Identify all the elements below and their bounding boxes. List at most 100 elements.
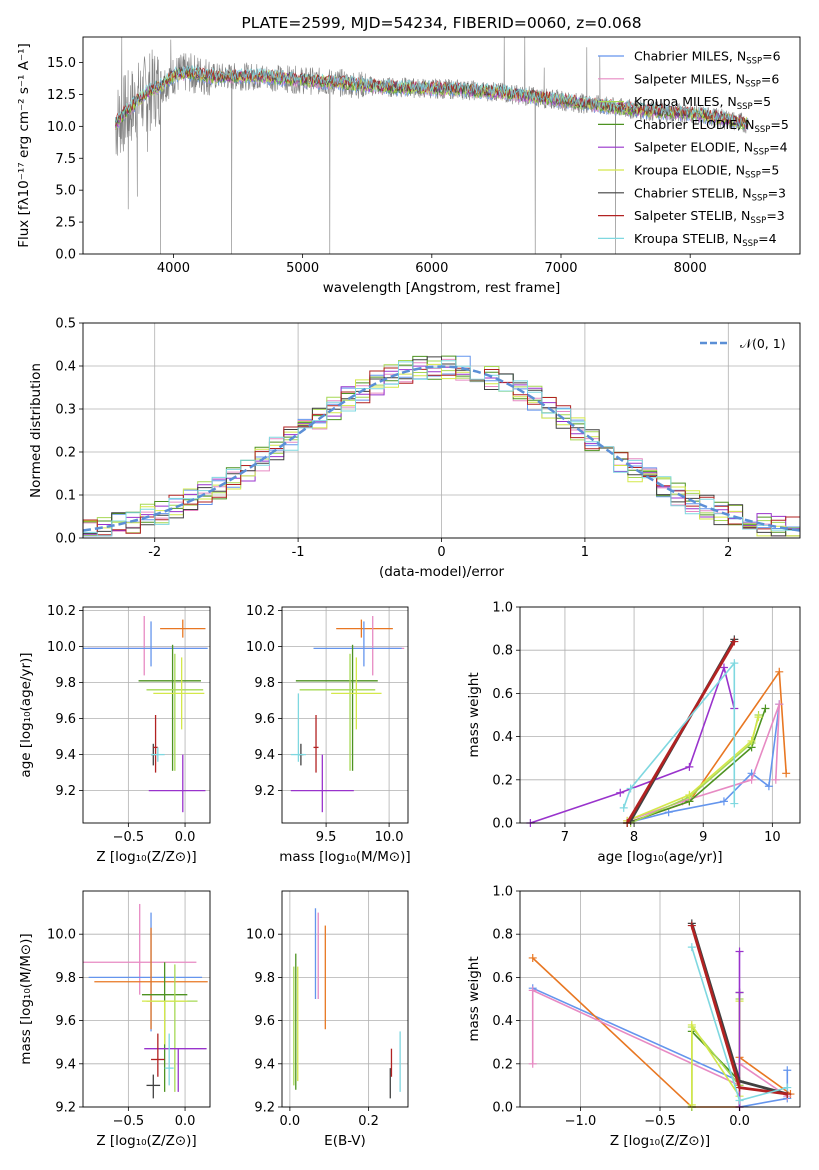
spectrum-panel: 4000 5000 6000 7000 8000 0.0 2.5 5.0 7.5 10.0 12.5…: [16, 14, 801, 296]
errorbar-point: [138, 644, 201, 771]
series-marker: [687, 943, 696, 952]
errorbar-point: [290, 754, 354, 813]
mass-weight-vs-Z-panel: −1.0 −0.5 0.0 0.0 0.2 0.4 0.6 0.8 1.0 Z [log₁₀(Z/…: [466, 885, 801, 1149]
series-marker: [719, 797, 728, 806]
y-tick-label: 10.2: [47, 604, 76, 619]
age-vs-Z-axes: −0.5 0.0 9.2 9.4 9.6 9.8 10.0 10.2 Z [log₁₀(Z/Z⊙…: [18, 604, 211, 865]
y-tick-label: 0.4: [55, 360, 76, 375]
x-axis-label: wavelength [Angstrom, rest frame]: [323, 280, 561, 296]
errorbar-point: [146, 653, 204, 771]
y-tick-label: 9.4: [254, 748, 275, 763]
errorbar-point: [148, 754, 206, 813]
series-marker: [616, 788, 625, 797]
age-vs-mass-axes: 9.5 10.0 9.2 9.4 9.6 9.8 10.0 10.2 mass [log₁₀(M…: [246, 604, 411, 865]
series-marker: [735, 1083, 744, 1092]
x-axis-label: E(B-V): [324, 1133, 366, 1149]
y-tick-label: 9.8: [55, 971, 76, 986]
series-marker: [764, 782, 773, 791]
x-tick-label: 5000: [286, 261, 319, 276]
series-marker: [735, 947, 744, 956]
series-marker: [747, 736, 756, 745]
y-tick-label: 9.4: [55, 1057, 76, 1072]
y-tick-label: 9.2: [254, 784, 275, 799]
series-marker: [687, 921, 696, 930]
x-tick-label: 9.5: [316, 830, 337, 845]
age-vs-Z-panel: −0.5 0.0 9.2 9.4 9.6 9.8 10.0 10.2 Z [log₁₀(Z/Z⊙…: [18, 604, 211, 865]
y-tick-label: 0.4: [492, 730, 513, 745]
x-tick-label: −1.0: [565, 1114, 597, 1129]
age-vs-mass-panel: 9.5 10.0 9.2 9.4 9.6 9.8 10.0 10.2 mass [log₁₀(M…: [246, 604, 411, 865]
y-tick-label: 7.5: [55, 152, 76, 167]
series-path: [626, 669, 787, 824]
errorbar-point: [87, 616, 207, 676]
x-axis-label: age [log₁₀(age/yr)]: [597, 849, 722, 865]
age-vs-Z-grid: [83, 607, 210, 823]
x-axis-label: (data-model)/error: [379, 564, 505, 580]
series-line: [623, 667, 791, 827]
mass-vs-Z-axes: −0.5 0.0 9.2 9.4 9.6 9.8 10.0 Z [log₁₀(Z/Z⊙)] ma…: [18, 890, 211, 1149]
x-tick-label: 10: [764, 830, 781, 845]
mass-vs-EBV-grid: [282, 891, 408, 1108]
series-marker: [775, 700, 784, 709]
legend-label: Kroupa ELODIE, NSSP=5: [634, 163, 779, 181]
series-line: [687, 997, 744, 1109]
y-tick-label: 0.6: [492, 971, 513, 986]
age-vs-mass-grid: [282, 607, 408, 823]
errorbar-point: [313, 715, 319, 773]
series-line: [623, 704, 770, 827]
series-path: [626, 704, 781, 824]
y-axis-label: mass weight: [466, 672, 482, 757]
series-marker: [735, 988, 744, 997]
x-tick-label: 4000: [157, 261, 190, 276]
x-tick-label: -2: [148, 545, 161, 560]
series-marker: [528, 1059, 537, 1068]
plot-frame: [281, 890, 409, 1108]
y-tick-label: 9.2: [254, 1101, 275, 1116]
mass-weight-vs-Z-grid: [520, 890, 800, 1108]
legend-label: Chabrier MILES, NSSP=6: [634, 49, 781, 67]
model-fit-line: [115, 66, 749, 128]
age-vs-mass-marks: [290, 616, 405, 813]
series-path: [625, 640, 736, 824]
legend-label: Salpeter ELODIE, NSSP=4: [634, 140, 788, 158]
legend-label: Chabrier ELODIE, NSSP=5: [634, 117, 789, 135]
x-tick-label: −0.5: [113, 830, 145, 845]
chart-title: PLATE=2599, MJD=54234, FIBERID=0060, z=0…: [241, 14, 641, 32]
errorbar-point: [299, 653, 376, 771]
mass-weight-vs-Z-axes: −1.0 −0.5 0.0 0.0 0.2 0.4 0.6 0.8 1.0 Z [log₁₀(Z/…: [466, 885, 801, 1149]
x-tick-label: 0.0: [175, 1114, 196, 1129]
errorbar-point: [146, 964, 198, 1092]
y-tick-label: 0.6: [492, 687, 513, 702]
errorbar-point: [295, 644, 378, 771]
y-tick-label: 0.0: [492, 817, 513, 832]
y-tick-label: 10.0: [47, 120, 76, 135]
series-path: [626, 708, 767, 824]
y-tick-label: 10.2: [246, 604, 275, 619]
series-marker: [735, 1096, 744, 1105]
legend-label: Chabrier STELIB, NSSP=3: [634, 185, 786, 203]
y-tick-label: 0.4: [492, 1014, 513, 1029]
y-tick-label: 0.0: [492, 1101, 513, 1116]
legend-label: Kroupa STELIB, NSSP=4: [634, 231, 777, 249]
x-tick-label: 0.0: [729, 1114, 750, 1129]
x-tick-label: 8: [630, 830, 638, 845]
series-marker: [685, 762, 694, 771]
y-tick-label: 0.1: [55, 489, 76, 504]
y-tick-label: 2.5: [55, 216, 76, 231]
series-marker: [730, 659, 739, 668]
y-tick-label: 9.6: [55, 712, 76, 727]
model-fit-line: [114, 65, 749, 127]
y-tick-label: 9.6: [55, 1014, 76, 1029]
errorbar-point: [144, 1048, 207, 1092]
x-axis-label: Z [log₁₀(Z/Z⊙)]: [610, 1133, 710, 1149]
series-marker: [747, 775, 756, 784]
series-line: [619, 659, 739, 812]
mass-vs-EBV-panel: 0.0 0.2 9.2 9.4 9.6 9.8 10.0 E(B-V): [246, 890, 409, 1149]
series-marker: [685, 790, 694, 799]
mass-vs-Z-panel: −0.5 0.0 9.2 9.4 9.6 9.8 10.0 Z [log₁₀(Z/Z⊙)] ma…: [18, 890, 211, 1149]
series-marker: [783, 1066, 792, 1075]
legend-label: Kroupa MILES, NSSP=5: [634, 94, 771, 112]
series-marker: [783, 1083, 792, 1092]
legend-label: Salpeter MILES, NSSP=6: [634, 71, 779, 89]
